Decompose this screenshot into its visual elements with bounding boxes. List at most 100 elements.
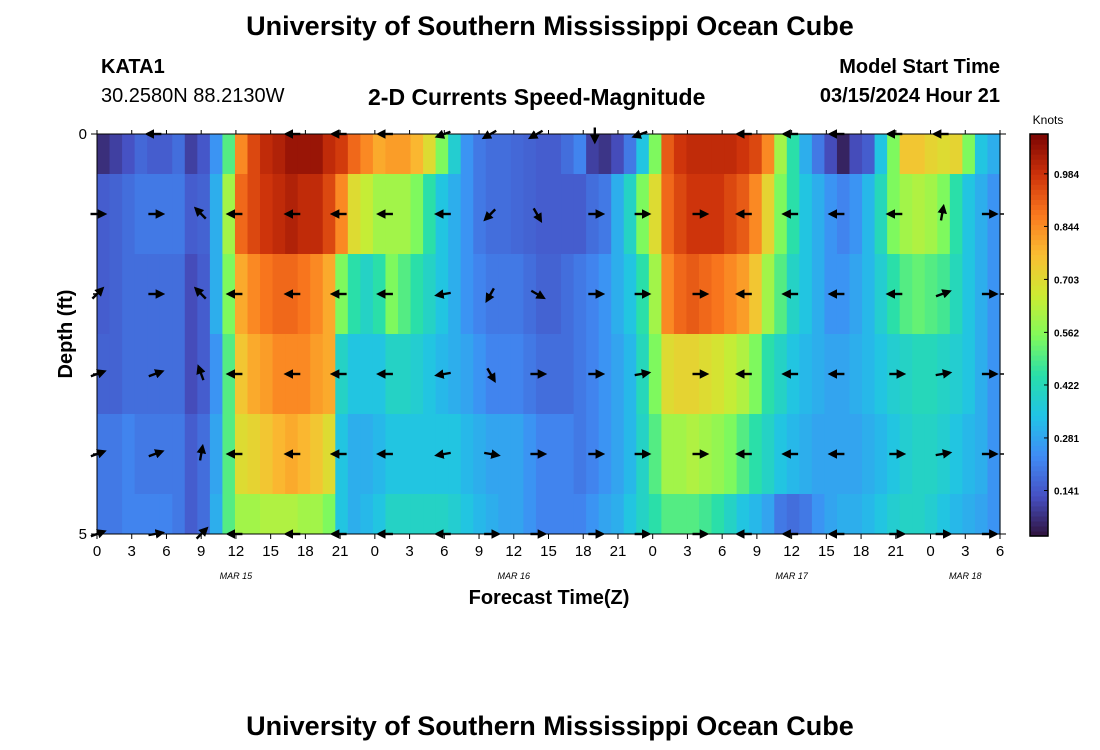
heat-cell [648, 494, 662, 534]
colorbar-segment [1030, 319, 1048, 326]
heat-cell [849, 174, 863, 254]
colorbar-segment [1030, 239, 1048, 246]
colorbar-segment [1030, 219, 1048, 226]
heat-cell [360, 414, 374, 494]
heat-cell [836, 494, 851, 534]
heat-cell [485, 254, 499, 334]
colorbar-segment [1030, 234, 1048, 241]
heat-cell [686, 494, 700, 534]
heat-cell [360, 174, 374, 254]
heat-cell [711, 254, 725, 334]
heat-cell [774, 254, 788, 334]
colorbar-segment [1030, 214, 1048, 221]
colorbar-segment [1030, 345, 1048, 351]
heat-cell [912, 494, 926, 534]
heat-cell [209, 334, 224, 414]
heat-cell [761, 174, 775, 254]
heat-cell [974, 254, 989, 334]
heat-cell [874, 414, 888, 494]
heat-cell [724, 254, 738, 334]
heat-cell [197, 254, 211, 334]
heat-cell [385, 134, 399, 174]
heat-cell [460, 334, 474, 414]
heat-cell [423, 334, 437, 414]
heat-cell [949, 334, 963, 414]
colorbar-segment [1030, 244, 1048, 251]
heat-cell [673, 414, 688, 494]
heat-cell [398, 494, 412, 534]
heat-cell [247, 334, 261, 414]
heat-cell [937, 134, 951, 174]
colorbar-segment [1030, 335, 1048, 341]
heat-cell [598, 174, 612, 254]
heat-cell [297, 334, 311, 414]
heat-cell [347, 254, 361, 334]
x-tick-label: 6 [718, 543, 726, 560]
colorbar-segment [1030, 435, 1048, 442]
colorbar-tick-label: 0.422 [1054, 381, 1079, 392]
heat-cell [799, 414, 813, 494]
heat-cell [423, 494, 437, 534]
heat-cell [799, 134, 813, 174]
heat-cell [598, 494, 612, 534]
heat-cell [260, 254, 274, 334]
heat-cell [122, 174, 136, 254]
heat-cell [673, 494, 688, 534]
heat-cell [862, 494, 876, 534]
date-label: MAR 17 [775, 571, 809, 581]
heat-cell [247, 174, 261, 254]
heat-cell [912, 254, 926, 334]
x-tick-label: 0 [371, 543, 379, 560]
colorbar-segment [1030, 139, 1048, 145]
colorbar-segment [1030, 475, 1048, 482]
heat-cell [611, 134, 625, 174]
colorbar-segment [1030, 169, 1048, 175]
heat-cell [561, 174, 575, 254]
heat-cell [786, 134, 800, 174]
heat-cell [598, 134, 612, 174]
heat-cell [586, 494, 600, 534]
heat-cell [548, 414, 562, 494]
colorbar-segment [1030, 314, 1048, 321]
heat-cell [147, 134, 161, 174]
heat-cell [159, 254, 173, 334]
heat-cell [134, 254, 148, 334]
heat-cell [849, 414, 863, 494]
heat-cell [749, 414, 763, 494]
heat-cell [159, 334, 173, 414]
heat-cell [473, 334, 487, 414]
heat-cell [912, 414, 926, 494]
heat-cell [134, 334, 148, 414]
heat-cell [661, 494, 675, 534]
heat-cell [448, 494, 462, 534]
heat-cell [448, 414, 462, 494]
y-tick-label: 0 [79, 126, 87, 143]
colorbar-segment [1030, 525, 1048, 532]
colorbar-segment [1030, 465, 1048, 472]
heat-cell [648, 254, 662, 334]
colorbar-segment [1030, 385, 1048, 391]
heat-cell [322, 254, 336, 334]
heat-cell [322, 494, 336, 534]
heat-cell [310, 254, 324, 334]
heat-cell [686, 134, 700, 174]
heat-cell [761, 334, 775, 414]
heat-cell [460, 414, 474, 494]
heat-cell [799, 334, 813, 414]
heat-cell [498, 174, 512, 254]
heat-cell [172, 334, 186, 414]
colorbar-segment [1030, 204, 1048, 210]
heat-cell [247, 134, 261, 174]
colorbar-segment [1030, 229, 1048, 236]
colorbar-segment [1030, 425, 1048, 432]
heat-cell [322, 134, 336, 174]
heat-cell [849, 254, 863, 334]
heat-cell [247, 494, 261, 534]
heat-cell [799, 174, 813, 254]
heat-cell [598, 414, 612, 494]
heat-cell [360, 134, 374, 174]
heat-cell [272, 334, 286, 414]
heat-cell [761, 134, 775, 174]
heat-cell [297, 414, 311, 494]
colorbar-segment [1030, 324, 1048, 331]
